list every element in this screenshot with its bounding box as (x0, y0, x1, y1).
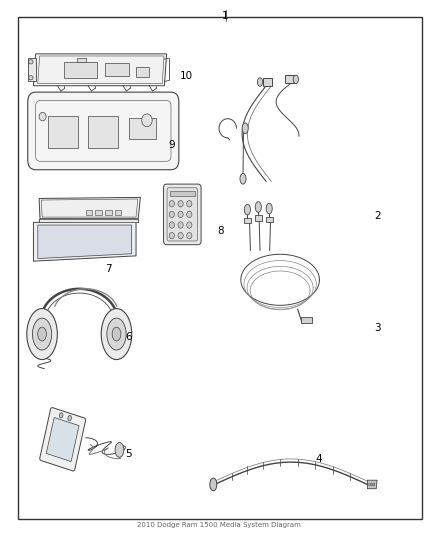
Bar (64, 62, 97, 78)
Ellipse shape (187, 200, 192, 207)
Bar (105, 210, 112, 215)
Bar (86, 210, 92, 215)
Text: 2: 2 (374, 211, 381, 221)
Ellipse shape (169, 200, 174, 207)
Ellipse shape (112, 327, 121, 341)
Text: 7: 7 (106, 264, 112, 274)
Text: 9: 9 (169, 140, 175, 150)
Ellipse shape (107, 318, 126, 350)
Ellipse shape (169, 211, 174, 217)
Ellipse shape (244, 204, 251, 215)
Bar (266, 217, 273, 222)
FancyBboxPatch shape (35, 101, 171, 161)
Text: 5: 5 (125, 449, 132, 458)
Bar (130, 118, 155, 139)
Ellipse shape (101, 309, 132, 360)
Ellipse shape (187, 232, 192, 239)
Bar (46, 417, 79, 462)
Ellipse shape (27, 309, 57, 360)
Ellipse shape (169, 222, 174, 228)
Ellipse shape (293, 75, 298, 84)
Bar (286, 75, 295, 83)
Polygon shape (33, 54, 166, 86)
Ellipse shape (142, 114, 152, 127)
Ellipse shape (266, 203, 272, 214)
FancyBboxPatch shape (167, 188, 198, 241)
Bar (301, 317, 312, 324)
Ellipse shape (242, 123, 248, 134)
Ellipse shape (369, 483, 371, 486)
FancyBboxPatch shape (28, 92, 179, 169)
Polygon shape (41, 199, 138, 217)
Bar (88, 116, 118, 149)
FancyBboxPatch shape (163, 184, 201, 245)
Text: 6: 6 (125, 332, 132, 342)
Bar (244, 218, 251, 223)
Ellipse shape (68, 416, 71, 421)
Ellipse shape (28, 60, 33, 64)
Ellipse shape (178, 222, 183, 228)
Ellipse shape (178, 200, 183, 207)
Bar (77, 58, 86, 62)
Ellipse shape (178, 211, 183, 217)
Text: 1: 1 (222, 11, 229, 21)
Ellipse shape (258, 78, 263, 86)
Polygon shape (33, 221, 136, 261)
Text: 3: 3 (374, 322, 381, 333)
Ellipse shape (240, 173, 246, 184)
Ellipse shape (187, 211, 192, 217)
Ellipse shape (32, 318, 52, 350)
Bar (106, 63, 130, 76)
Ellipse shape (115, 442, 124, 457)
Polygon shape (38, 225, 132, 259)
Text: 10: 10 (180, 71, 193, 81)
Ellipse shape (38, 327, 46, 341)
Ellipse shape (60, 413, 63, 418)
Bar (263, 78, 272, 86)
Ellipse shape (373, 483, 375, 486)
Ellipse shape (255, 201, 261, 212)
Polygon shape (38, 56, 164, 84)
Ellipse shape (39, 112, 46, 121)
Ellipse shape (187, 222, 192, 228)
Text: 2010 Dodge Ram 1500 Media System Diagram: 2010 Dodge Ram 1500 Media System Diagram (137, 522, 301, 528)
Bar (48, 116, 78, 149)
FancyBboxPatch shape (40, 408, 86, 471)
Bar (136, 67, 149, 77)
Bar (115, 210, 121, 215)
Ellipse shape (178, 232, 183, 239)
Bar (255, 215, 262, 221)
Polygon shape (28, 58, 35, 82)
Text: 8: 8 (217, 226, 223, 236)
Bar (95, 210, 102, 215)
Ellipse shape (210, 478, 217, 491)
Ellipse shape (371, 483, 373, 486)
Ellipse shape (169, 232, 174, 239)
Ellipse shape (28, 76, 33, 80)
Polygon shape (39, 197, 141, 219)
Polygon shape (39, 219, 138, 222)
Text: 4: 4 (315, 454, 321, 464)
Polygon shape (367, 480, 377, 489)
Bar (170, 191, 194, 196)
